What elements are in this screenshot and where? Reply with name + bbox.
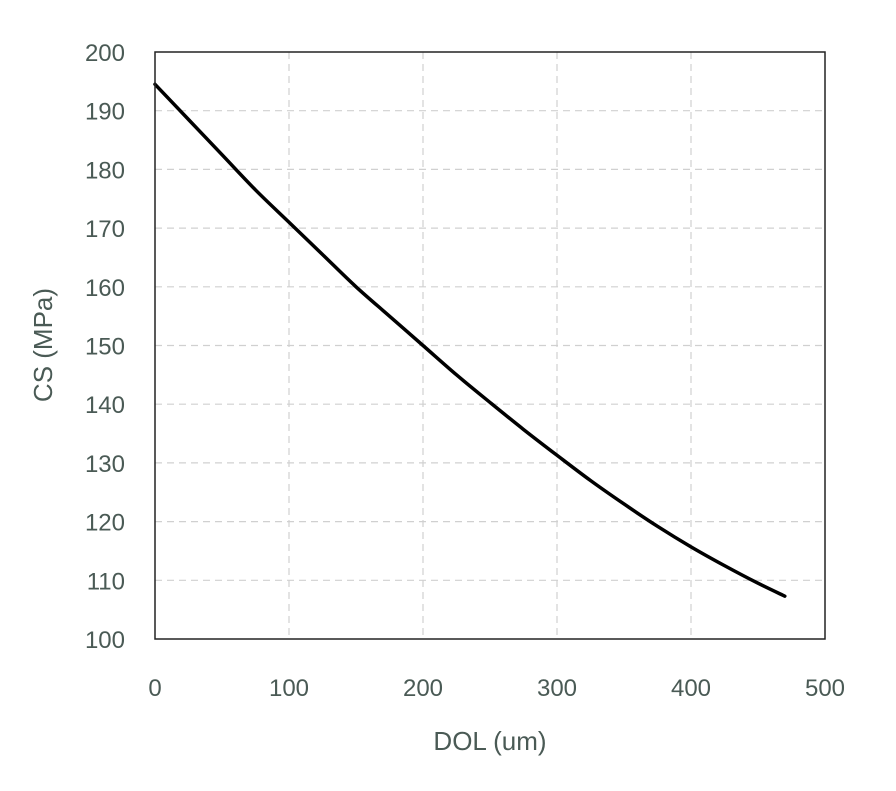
y-tick-label: 170 <box>85 216 125 243</box>
y-tick-label: 190 <box>85 99 125 126</box>
x-axis-ticks: 0 100 200 300 400 500 <box>148 675 845 702</box>
x-tick-label: 100 <box>269 675 309 702</box>
x-tick-label: 200 <box>403 675 443 702</box>
y-tick-label: 150 <box>85 334 125 361</box>
y-tick-label: 120 <box>85 510 125 537</box>
series-layer <box>153 82 787 598</box>
x-tick-label: 400 <box>671 675 711 702</box>
x-tick-label: 0 <box>148 675 161 702</box>
y-axis-label: CS (MPa) <box>28 288 58 402</box>
y-tick-label: 200 <box>85 40 125 67</box>
x-tick-label: 500 <box>805 675 845 702</box>
y-tick-label: 110 <box>87 568 125 595</box>
y-tick-label: 130 <box>85 451 125 478</box>
y-tick-label: 140 <box>85 392 125 419</box>
grid <box>155 52 825 639</box>
y-tick-label: 100 <box>85 627 125 654</box>
y-axis-ticks: 100 110 120 130 140 150 160 170 180 190 200 <box>85 40 125 654</box>
series-line <box>153 82 787 598</box>
plot-frame <box>154 51 826 640</box>
x-axis-label: DOL (um) <box>433 726 546 756</box>
y-tick-label: 180 <box>85 157 125 184</box>
y-tick-label: 160 <box>85 275 125 302</box>
x-tick-label: 300 <box>537 675 577 702</box>
